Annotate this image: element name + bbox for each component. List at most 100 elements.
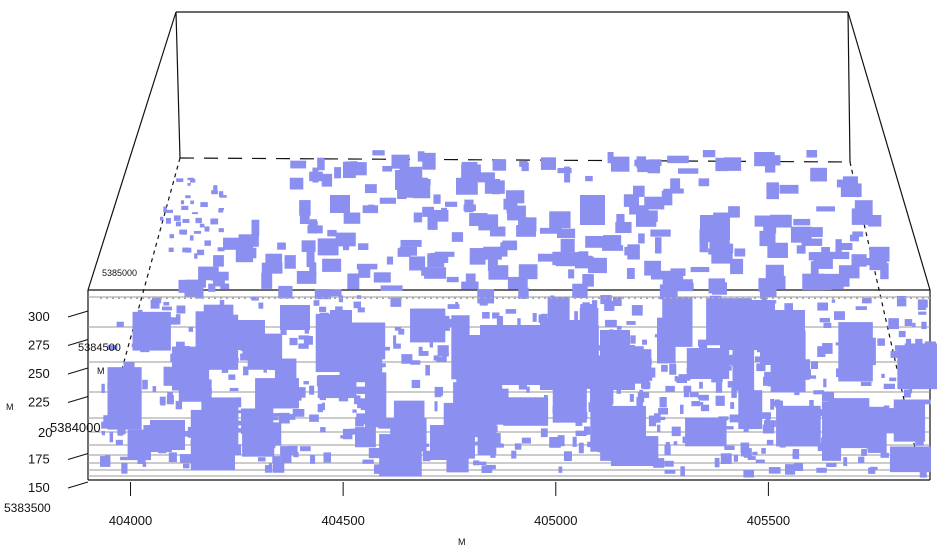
building-block (342, 428, 353, 440)
x-tick-label: 405000 (534, 513, 577, 528)
building-block (518, 217, 537, 232)
building-block (760, 310, 805, 365)
building-block (572, 436, 577, 447)
building-block (424, 267, 447, 279)
building-block (474, 441, 482, 446)
building-block (434, 391, 442, 398)
building-block (451, 232, 464, 242)
building-block (518, 287, 529, 299)
building-block (272, 462, 285, 473)
building-block (276, 399, 287, 406)
building-block (418, 351, 429, 356)
building-block (327, 229, 337, 237)
marker-dot (616, 297, 618, 299)
building-block (179, 345, 190, 353)
building-block (670, 364, 676, 374)
marker-dot (610, 297, 612, 299)
building-block (858, 456, 865, 463)
building-block (156, 320, 165, 329)
building-block (709, 237, 730, 250)
building-block (912, 380, 924, 388)
building-block (799, 370, 810, 380)
building-block (767, 242, 788, 258)
building-block (365, 372, 387, 428)
marker-dot (814, 297, 816, 299)
building-block (252, 409, 257, 417)
building-block (265, 253, 283, 269)
building-block (904, 319, 913, 326)
building-block (233, 444, 242, 456)
building-block (330, 310, 352, 340)
building-block (161, 306, 172, 311)
building-block (595, 443, 600, 448)
building-block (817, 346, 826, 357)
building-block (187, 183, 191, 186)
building-block (486, 425, 498, 432)
building-block (237, 420, 243, 426)
marker-dot (430, 297, 432, 299)
building-block (296, 387, 306, 398)
building-block (422, 450, 431, 462)
building-block (678, 168, 699, 174)
building-block (309, 385, 315, 395)
building-block (674, 376, 678, 382)
building-block (521, 162, 529, 172)
building-block (425, 365, 430, 376)
marker-dot (274, 297, 276, 299)
building-block (611, 435, 648, 457)
building-block (521, 437, 531, 444)
marker-dot (232, 297, 234, 299)
marker-dot (760, 297, 762, 299)
building-block (634, 159, 655, 167)
building-block (400, 239, 422, 247)
marker-dot (334, 297, 336, 299)
marker-dot (328, 297, 330, 299)
building-block (678, 374, 691, 381)
building-block (723, 426, 734, 430)
y-axis-label: M (97, 366, 105, 376)
building-block (821, 437, 829, 445)
building-block (641, 381, 651, 389)
building-block (690, 429, 694, 434)
building-block (898, 330, 906, 338)
marker-dot (544, 297, 546, 299)
building-block (272, 456, 281, 464)
building-block (175, 314, 181, 325)
building-block (101, 430, 106, 436)
building-block (606, 393, 613, 397)
building-block (698, 342, 708, 353)
building-block (808, 375, 817, 379)
building-block (822, 401, 842, 461)
building-block (727, 381, 735, 388)
building-block (591, 446, 597, 452)
building-block (217, 247, 225, 252)
marker-dot (286, 297, 288, 299)
marker-dot (874, 297, 876, 299)
building-block (823, 322, 832, 329)
building-block (715, 382, 723, 393)
building-block (698, 178, 710, 187)
building-block (251, 219, 260, 236)
building-block (496, 443, 504, 447)
building-block (433, 355, 439, 361)
building-block (662, 296, 693, 347)
building-block (740, 451, 748, 457)
building-block (357, 307, 365, 313)
marker-dot (208, 297, 210, 299)
marker-dot (562, 297, 564, 299)
marker-dot (154, 297, 156, 299)
building-block (814, 409, 823, 417)
building-block (473, 460, 480, 466)
building-block (409, 256, 426, 271)
building-block (754, 215, 773, 227)
building-block (699, 381, 703, 389)
building-block (163, 301, 170, 306)
building-block (350, 428, 356, 435)
building-block (380, 285, 403, 291)
building-block (169, 234, 175, 239)
building-block (176, 178, 184, 183)
building-block (764, 420, 776, 427)
building-block (204, 240, 211, 246)
building-block (541, 313, 548, 325)
building-block (256, 420, 269, 431)
